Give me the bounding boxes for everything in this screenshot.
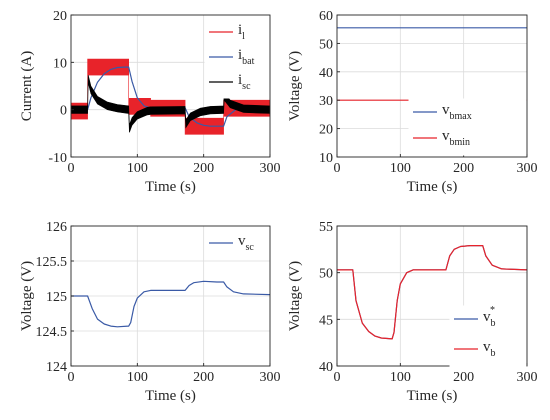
- x-tick-label: 300: [517, 370, 538, 385]
- x-axis-label: Time (s): [145, 179, 196, 195]
- y-tick-label: 20: [319, 123, 333, 138]
- x-tick-label: 300: [517, 161, 538, 176]
- y-tick-label: 124.5: [36, 325, 68, 340]
- axes-box: [336, 14, 528, 158]
- panel-3: 0 100 200 300 124 124.5 125 125.5 126 Time (s) Vol…: [19, 220, 281, 404]
- x-tick-label: 200: [453, 161, 474, 176]
- x-tick-label: 100: [390, 370, 411, 385]
- y-tick-label: -10: [48, 151, 67, 166]
- y-tick-label: 125.5: [36, 255, 68, 270]
- legend-subscript: sc: [246, 242, 255, 253]
- legend-subscript: sc: [242, 81, 251, 92]
- y-tick-label: 125: [46, 290, 67, 305]
- legend-subscript: bat: [242, 56, 254, 67]
- y-tick-label: 50: [319, 267, 333, 282]
- y-tick-label: 124: [46, 360, 67, 375]
- x-axis-label: Time (s): [407, 388, 458, 404]
- legend-box: [408, 98, 527, 156]
- plot-area: [337, 245, 527, 340]
- axes-box: [70, 14, 271, 158]
- series-v-sc-line: [71, 280, 270, 328]
- y-axis-label: Voltage (V): [287, 261, 303, 331]
- x-tick-label: 200: [453, 370, 474, 385]
- y-tick-label: 40: [319, 360, 333, 375]
- legend-entry: il: [238, 22, 245, 42]
- x-axis-label: Time (s): [407, 179, 458, 195]
- legend-subscript: bmax: [450, 111, 472, 122]
- legend: vsc: [204, 229, 270, 260]
- legend-subscript: b: [491, 318, 496, 329]
- x-tick-label: 200: [193, 161, 214, 176]
- y-tick-label: 55: [319, 220, 333, 235]
- y-tick-label: 40: [319, 66, 333, 81]
- axes-box: [336, 225, 528, 367]
- x-tick-label: 0: [68, 370, 75, 385]
- y-tick-label: 126: [46, 220, 67, 235]
- panel-2: 0 100 200 300 10 20 30 40 50 60 Time (s) Voltage (V…: [287, 9, 538, 195]
- x-tick-label: 0: [68, 161, 75, 176]
- legend-subscript: l: [242, 31, 245, 42]
- y-tick-label: 20: [53, 9, 67, 24]
- x-tick-label: 0: [334, 161, 341, 176]
- series-v-b-line: [337, 245, 527, 340]
- x-tick-label: 300: [260, 370, 281, 385]
- legend-box: [204, 18, 270, 99]
- legend-box: [204, 229, 270, 260]
- legend-box: [449, 305, 527, 371]
- plot-area: [71, 58, 270, 135]
- legend-subscript: b: [491, 348, 496, 359]
- legend-superscript: *: [490, 305, 495, 316]
- legend: vb*vb: [449, 305, 527, 371]
- series-i-sc-band: [71, 75, 270, 133]
- x-tick-label: 100: [127, 161, 148, 176]
- y-axis-label: Voltage (V): [287, 51, 303, 121]
- x-tick-label: 100: [390, 161, 411, 176]
- series-i-l-band: [71, 58, 270, 135]
- y-tick-label: 0: [60, 104, 67, 119]
- y-tick-label: 60: [319, 9, 333, 24]
- y-tick-label: 50: [319, 37, 333, 52]
- y-tick-label: 10: [53, 56, 67, 71]
- x-axis-label: Time (s): [145, 388, 196, 404]
- y-tick-label: 45: [319, 313, 333, 328]
- y-axis-label: Current (A): [19, 51, 35, 121]
- x-tick-label: 100: [127, 370, 148, 385]
- plot-area: [71, 280, 270, 328]
- x-tick-label: 300: [260, 161, 281, 176]
- y-axis-label: Voltage (V): [19, 261, 35, 331]
- series-i-bat-line: [71, 66, 270, 127]
- x-tick-label: 200: [193, 370, 214, 385]
- legend-subscript: bmin: [450, 137, 471, 148]
- y-tick-label: 30: [319, 94, 333, 109]
- x-tick-label: 0: [334, 370, 341, 385]
- y-tick-label: 10: [319, 151, 333, 166]
